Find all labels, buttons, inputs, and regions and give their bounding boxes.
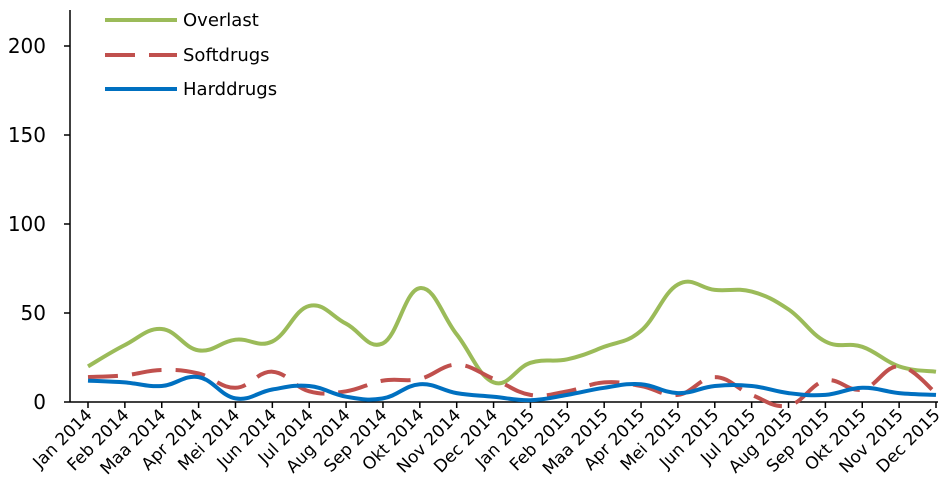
series-line-harddrugs (87, 374, 937, 403)
y-axis: 0 50 100 150 200 (8, 10, 71, 414)
legend-label-harddrugs: Harddrugs (183, 79, 277, 100)
y-tick-label: 0 (33, 390, 46, 414)
legend-label-softdrugs: Softdrugs (183, 45, 270, 66)
y-tick-label: 50 (21, 301, 46, 325)
series-lines (86, 279, 938, 409)
series-line-softdrugs (87, 362, 938, 409)
y-tick-label: 100 (8, 212, 46, 236)
y-tick-label: 150 (8, 123, 46, 147)
legend-label-overlast: Overlast (183, 10, 259, 31)
series-line-overlast (86, 279, 937, 386)
legend: Overlast Softdrugs Harddrugs (105, 10, 277, 100)
y-tick-label: 200 (8, 34, 46, 58)
